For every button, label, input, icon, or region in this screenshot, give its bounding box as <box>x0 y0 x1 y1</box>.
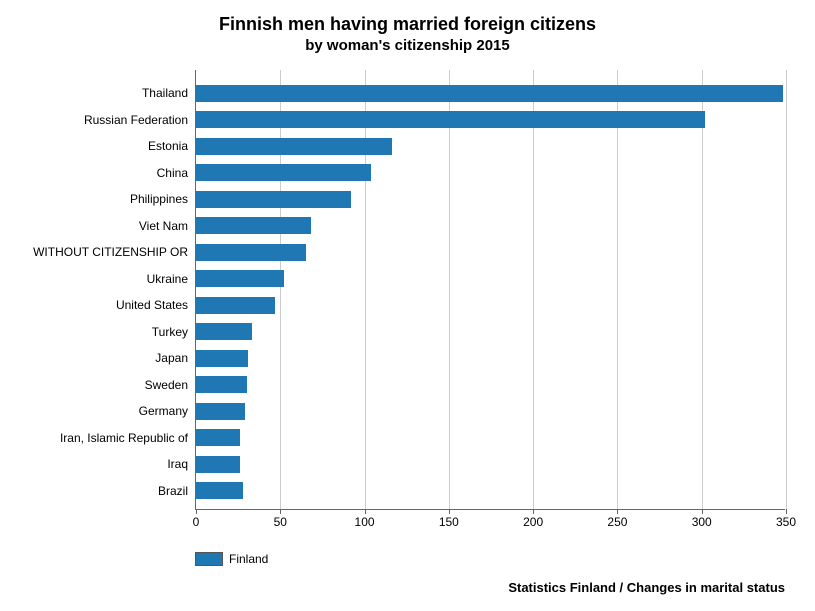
legend: Finland <box>195 552 268 566</box>
bar <box>196 297 275 314</box>
y-category-label: Ukraine <box>147 272 196 286</box>
gridline <box>365 70 366 509</box>
y-category-label: Germany <box>139 404 196 418</box>
bar <box>196 403 245 420</box>
y-category-label: Japan <box>155 351 196 365</box>
y-category-label: Thailand <box>142 86 196 100</box>
source-credit: Statistics Finland / Changes in marital … <box>508 580 785 595</box>
x-tick-label: 0 <box>193 509 200 529</box>
bar <box>196 85 783 102</box>
chart-title: Finnish men having married foreign citiz… <box>0 0 815 35</box>
x-tick-label: 250 <box>607 509 627 529</box>
bar <box>196 323 252 340</box>
y-category-label: WITHOUT CITIZENSHIP OR <box>33 245 196 259</box>
x-tick-label: 300 <box>692 509 712 529</box>
y-category-label: Iran, Islamic Republic of <box>60 431 196 445</box>
bar <box>196 270 284 287</box>
chart-container: Finnish men having married foreign citiz… <box>0 0 815 611</box>
bar <box>196 191 351 208</box>
x-tick-label: 150 <box>439 509 459 529</box>
y-category-label: Brazil <box>158 484 196 498</box>
gridline <box>786 70 787 509</box>
y-category-label: Sweden <box>145 378 196 392</box>
x-tick-label: 50 <box>274 509 287 529</box>
bar <box>196 482 243 499</box>
y-category-label: Turkey <box>152 325 196 339</box>
bar <box>196 429 240 446</box>
y-category-label: China <box>157 166 196 180</box>
y-category-label: Russian Federation <box>84 113 196 127</box>
y-category-label: Estonia <box>148 139 196 153</box>
gridline <box>617 70 618 509</box>
legend-swatch <box>195 552 223 566</box>
bar <box>196 350 248 367</box>
x-tick-label: 100 <box>355 509 375 529</box>
bar <box>196 456 240 473</box>
gridline <box>533 70 534 509</box>
bar <box>196 244 306 261</box>
gridline <box>280 70 281 509</box>
y-category-label: Viet Nam <box>139 219 196 233</box>
x-tick-label: 200 <box>523 509 543 529</box>
bar <box>196 217 311 234</box>
y-category-label: Philippines <box>130 192 196 206</box>
chart-subtitle: by woman's citizenship 2015 <box>0 35 815 54</box>
x-tick-label: 350 <box>776 509 796 529</box>
bar <box>196 138 392 155</box>
plot-area: 050100150200250300350ThailandRussian Fed… <box>195 70 785 510</box>
bar <box>196 164 371 181</box>
legend-label: Finland <box>229 552 268 566</box>
gridline <box>449 70 450 509</box>
y-category-label: Iraq <box>167 457 196 471</box>
gridline <box>702 70 703 509</box>
bar <box>196 376 247 393</box>
bar <box>196 111 705 128</box>
y-category-label: United States <box>116 298 196 312</box>
